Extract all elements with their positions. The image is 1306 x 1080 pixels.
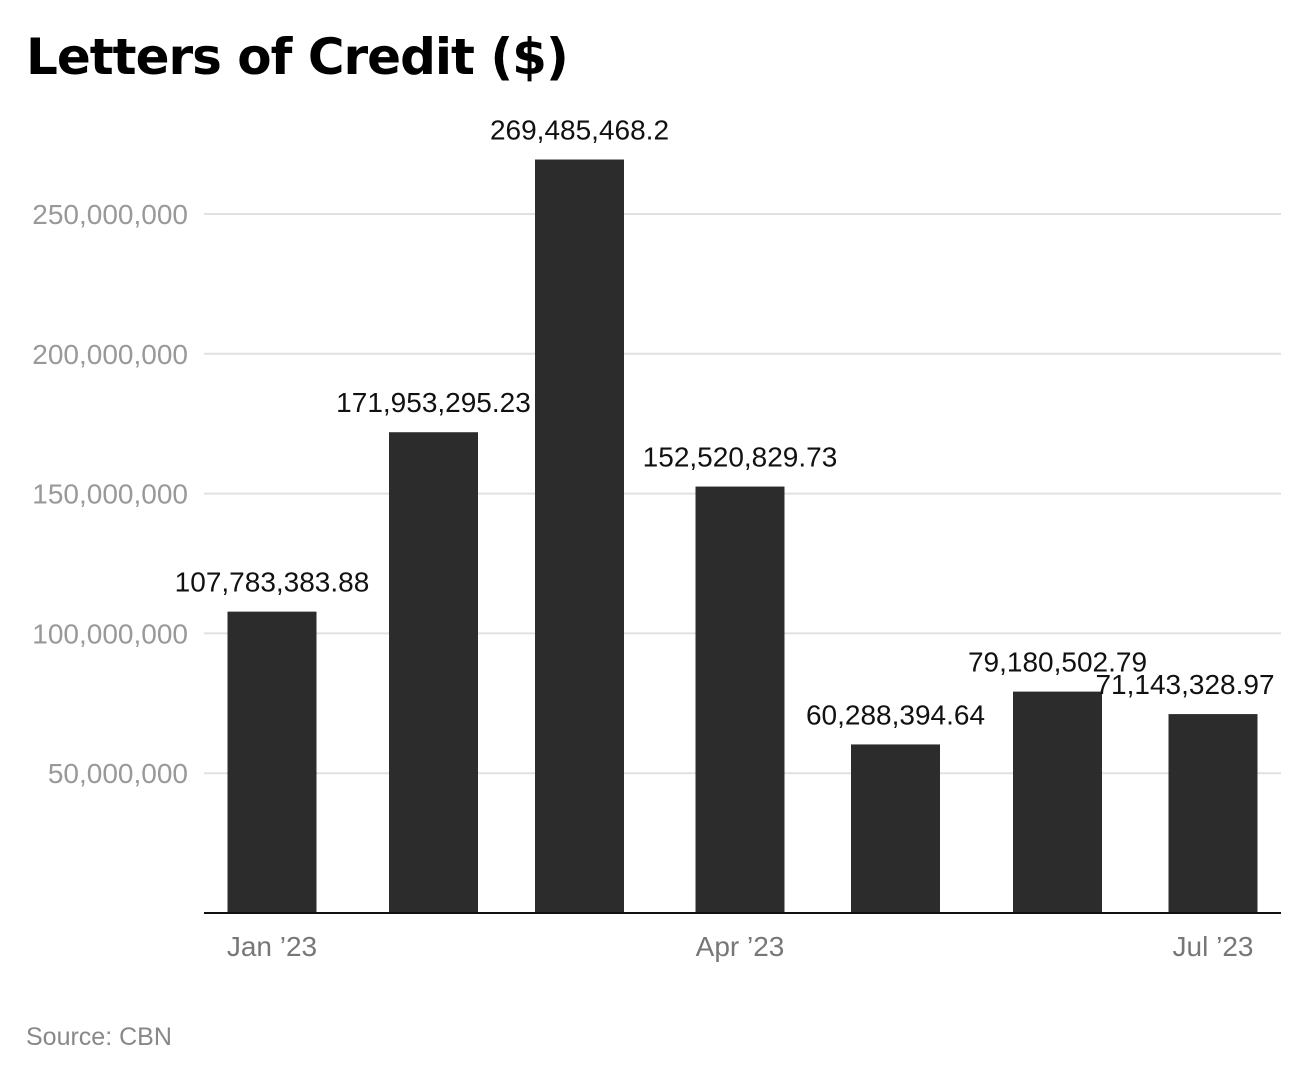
data-label: 269,485,468.2 — [490, 115, 669, 146]
x-tick-label: Jan ’23 — [227, 931, 317, 962]
bar — [1013, 691, 1102, 913]
data-labels: 107,783,383.88 171,953,295.23 269,485,468.… — [175, 115, 1275, 731]
source-note: Source: CBN — [26, 1023, 172, 1051]
data-label: 79,180,502.79 — [968, 647, 1147, 678]
y-tick-label: 100,000,000 — [32, 618, 188, 649]
x-tick-label: Jul ’23 — [1173, 931, 1254, 962]
y-tick-label: 150,000,000 — [32, 479, 188, 510]
data-label: 171,953,295.23 — [336, 387, 531, 418]
data-label: 60,288,394.64 — [806, 699, 985, 730]
bar — [695, 486, 785, 913]
bar — [227, 611, 317, 913]
bar — [389, 432, 478, 913]
y-axis-tick-labels: 50,000,000 100,000,000 150,000,000 200,000,… — [32, 199, 188, 789]
bar — [1168, 714, 1258, 913]
data-label: 152,520,829.73 — [643, 442, 838, 473]
chart-title: Letters of Credit ($) — [26, 28, 569, 86]
data-label: 71,143,328.97 — [1095, 669, 1274, 700]
data-label: 107,783,383.88 — [175, 567, 370, 598]
bar — [535, 159, 624, 914]
x-tick-label: Apr ’23 — [696, 931, 785, 962]
x-axis: Jan ’23 Apr ’23 Jul ’23 — [204, 912, 1281, 962]
y-tick-label: 50,000,000 — [48, 758, 188, 789]
y-tick-label: 250,000,000 — [32, 199, 188, 230]
bar — [851, 744, 940, 913]
y-tick-label: 200,000,000 — [32, 339, 188, 370]
bars — [227, 159, 1258, 914]
